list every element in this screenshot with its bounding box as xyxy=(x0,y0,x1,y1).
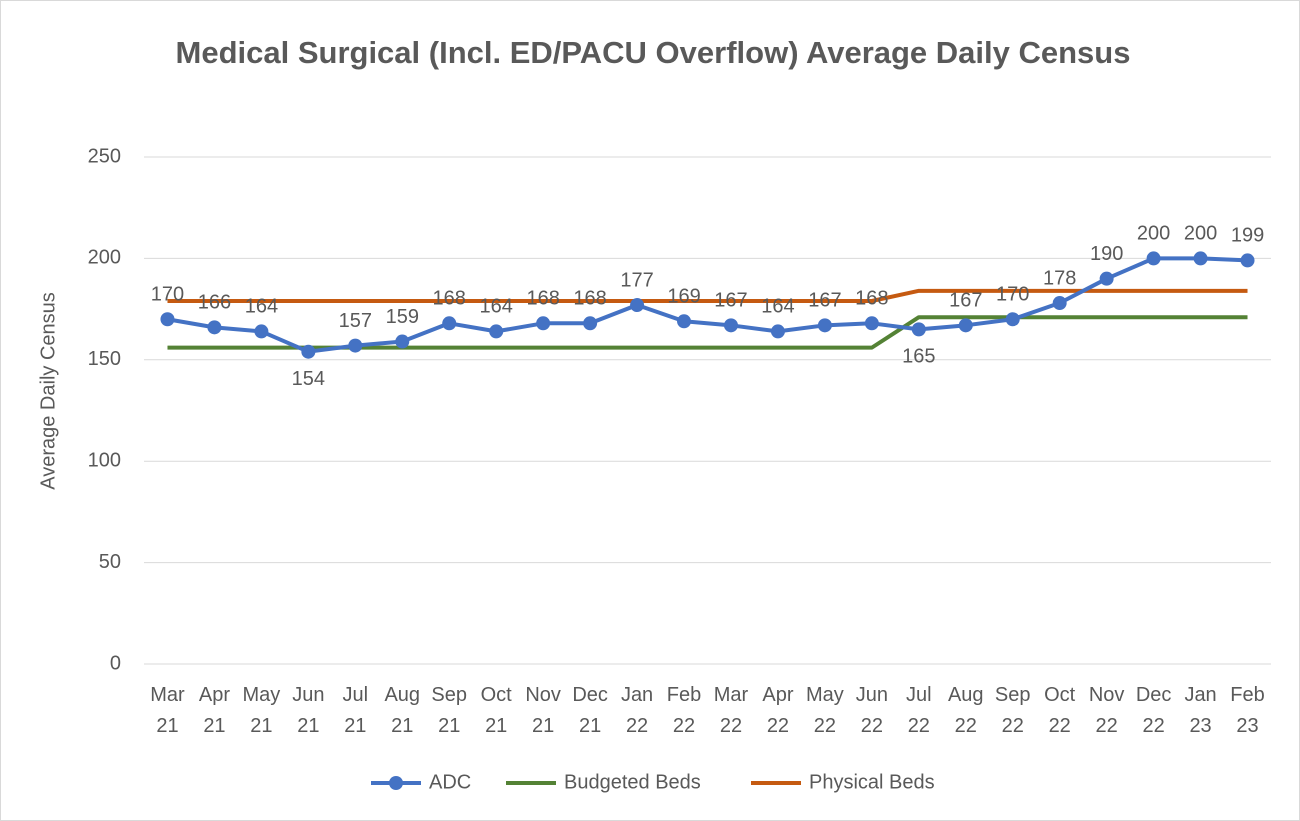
legend-label: Physical Beds xyxy=(809,771,935,793)
y-tick-label: 150 xyxy=(88,348,121,370)
data-point xyxy=(723,318,738,333)
data-point xyxy=(442,316,457,331)
data-label: 177 xyxy=(620,269,653,291)
series-line xyxy=(167,256,1248,354)
x-tick-label: Jun 22 xyxy=(856,684,888,737)
x-tick-label: Apr 21 xyxy=(199,684,230,737)
x-tick-label: Nov 22 xyxy=(1089,684,1125,737)
data-label: 164 xyxy=(245,296,278,318)
x-tick-label: Nov 21 xyxy=(525,684,561,737)
data-label: 170 xyxy=(151,284,184,306)
data-label: 200 xyxy=(1184,223,1217,245)
data-point xyxy=(1146,251,1161,266)
x-tick-label: Jan 23 xyxy=(1184,684,1216,737)
data-point xyxy=(348,338,363,353)
data-point xyxy=(817,318,832,333)
data-point xyxy=(677,314,692,329)
x-tick-label: Apr 22 xyxy=(762,684,793,737)
data-label: 169 xyxy=(667,286,700,308)
x-tick-label: Jul 22 xyxy=(906,684,932,737)
data-point xyxy=(864,316,879,331)
y-tick-label: 100 xyxy=(88,449,121,471)
x-tick-label: Oct 22 xyxy=(1044,684,1076,737)
data-point xyxy=(630,298,645,313)
x-tick-label: Feb 22 xyxy=(667,684,701,737)
x-tick-label: May 22 xyxy=(806,684,844,737)
series-line xyxy=(167,288,1248,303)
x-tick-label: Mar 21 xyxy=(150,684,185,737)
y-tick-label: 50 xyxy=(99,551,121,573)
data-label: 168 xyxy=(433,288,466,310)
data-label: 167 xyxy=(949,290,982,312)
data-label: 178 xyxy=(1043,267,1076,289)
data-label: 190 xyxy=(1090,243,1123,265)
x-tick-label: Mar 22 xyxy=(714,684,749,737)
data-label: 166 xyxy=(198,292,231,314)
data-label: 164 xyxy=(480,296,513,318)
x-tick-label: Feb 23 xyxy=(1230,684,1264,737)
y-tick-label: 0 xyxy=(110,652,121,674)
x-tick-label: Sep 22 xyxy=(995,684,1031,737)
data-label: 154 xyxy=(292,368,325,390)
data-point xyxy=(770,324,785,339)
x-tick-label: Jun 21 xyxy=(292,684,324,737)
data-point xyxy=(911,322,926,337)
x-tick-label: Aug 21 xyxy=(384,684,420,737)
data-point xyxy=(1193,251,1208,266)
data-point xyxy=(207,320,222,335)
legend-label: Budgeted Beds xyxy=(564,771,701,793)
x-tick-label: Dec 22 xyxy=(1136,684,1172,737)
data-label: 157 xyxy=(339,310,372,332)
data-label: 164 xyxy=(761,296,794,318)
data-label: 165 xyxy=(902,346,935,368)
data-point xyxy=(1005,312,1020,327)
data-point xyxy=(301,344,316,359)
data-point xyxy=(489,324,504,339)
y-tick-label: 250 xyxy=(88,145,121,167)
x-tick-label: May 21 xyxy=(242,684,280,737)
data-point xyxy=(536,316,551,331)
data-point xyxy=(958,318,973,333)
data-point xyxy=(160,312,175,327)
x-tick-label: Aug 22 xyxy=(948,684,984,737)
data-label: 168 xyxy=(573,288,606,310)
legend-label: ADC xyxy=(429,771,471,793)
data-label: 200 xyxy=(1137,223,1170,245)
legend-marker xyxy=(389,776,403,790)
y-axis-label: Average Daily Census xyxy=(37,292,59,490)
y-tick-label: 200 xyxy=(88,247,121,269)
x-tick-label: Jul 21 xyxy=(343,684,369,737)
data-point xyxy=(254,324,269,339)
data-point xyxy=(1240,253,1255,268)
x-tick-label: Dec 21 xyxy=(572,684,608,737)
data-point xyxy=(1052,296,1067,311)
x-tick-label: Sep 21 xyxy=(431,684,467,737)
x-tick-label: Jan 22 xyxy=(621,684,653,737)
data-label: 159 xyxy=(386,306,419,328)
chart-title: Medical Surgical (Incl. ED/PACU Overflow… xyxy=(175,35,1131,70)
data-label: 167 xyxy=(714,290,747,312)
data-label: 199 xyxy=(1231,225,1264,247)
data-point xyxy=(395,334,410,349)
data-label: 168 xyxy=(855,288,888,310)
x-tick-label: Oct 21 xyxy=(481,684,513,737)
data-point xyxy=(1099,271,1114,286)
data-label: 168 xyxy=(526,288,559,310)
data-label: 170 xyxy=(996,284,1029,306)
data-point xyxy=(583,316,598,331)
data-label: 167 xyxy=(808,290,841,312)
